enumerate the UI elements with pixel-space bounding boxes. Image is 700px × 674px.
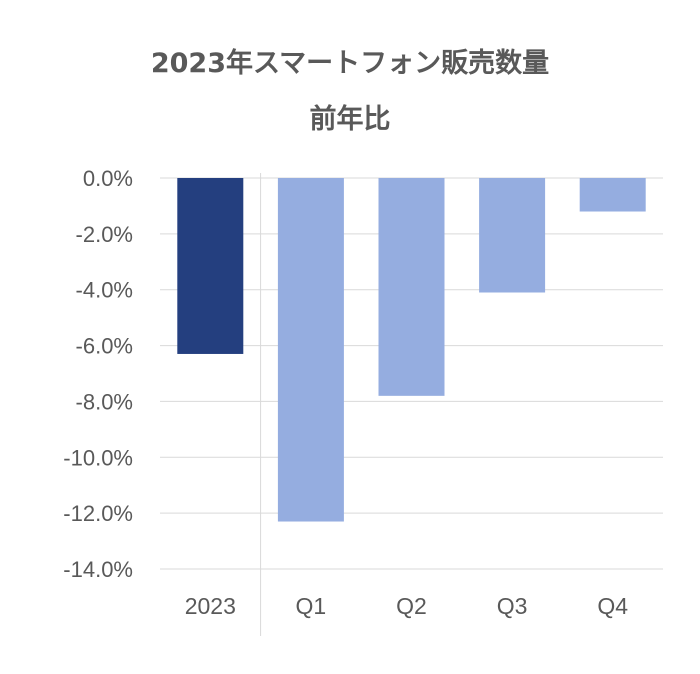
chart-title: 2023年スマートフォン販売数量 [151, 47, 549, 79]
y-tick-label: -8.0% [76, 389, 133, 414]
x-category-label: Q2 [396, 593, 427, 619]
y-axis-ticks: 0.0% -2.0% -4.0% -6.0% -8.0% -10.0% -12.0% -14.… [63, 166, 133, 582]
bar-q4 [579, 178, 646, 212]
y-tick-label: -6.0% [76, 334, 133, 359]
bar-q3 [479, 178, 546, 293]
chart-subtitle: 前年比 [310, 103, 391, 135]
bars [177, 178, 646, 522]
y-tick-label: -2.0% [76, 222, 133, 247]
bar-q1 [277, 178, 344, 522]
y-tick-label: -12.0% [63, 501, 133, 526]
x-category-label: 2023 [185, 593, 236, 619]
bar-q2 [378, 178, 445, 396]
y-tick-label: -4.0% [76, 278, 133, 303]
x-category-label: Q1 [296, 593, 327, 619]
x-category-label: Q4 [597, 593, 628, 619]
y-tick-label: -14.0% [63, 557, 133, 582]
x-category-label: Q3 [497, 593, 528, 619]
bar-2023 [177, 178, 244, 354]
y-tick-label: 0.0% [83, 166, 133, 191]
x-axis-categories: 2023 Q1 Q2 Q3 Q4 [185, 593, 629, 619]
y-tick-label: -10.0% [63, 445, 133, 470]
